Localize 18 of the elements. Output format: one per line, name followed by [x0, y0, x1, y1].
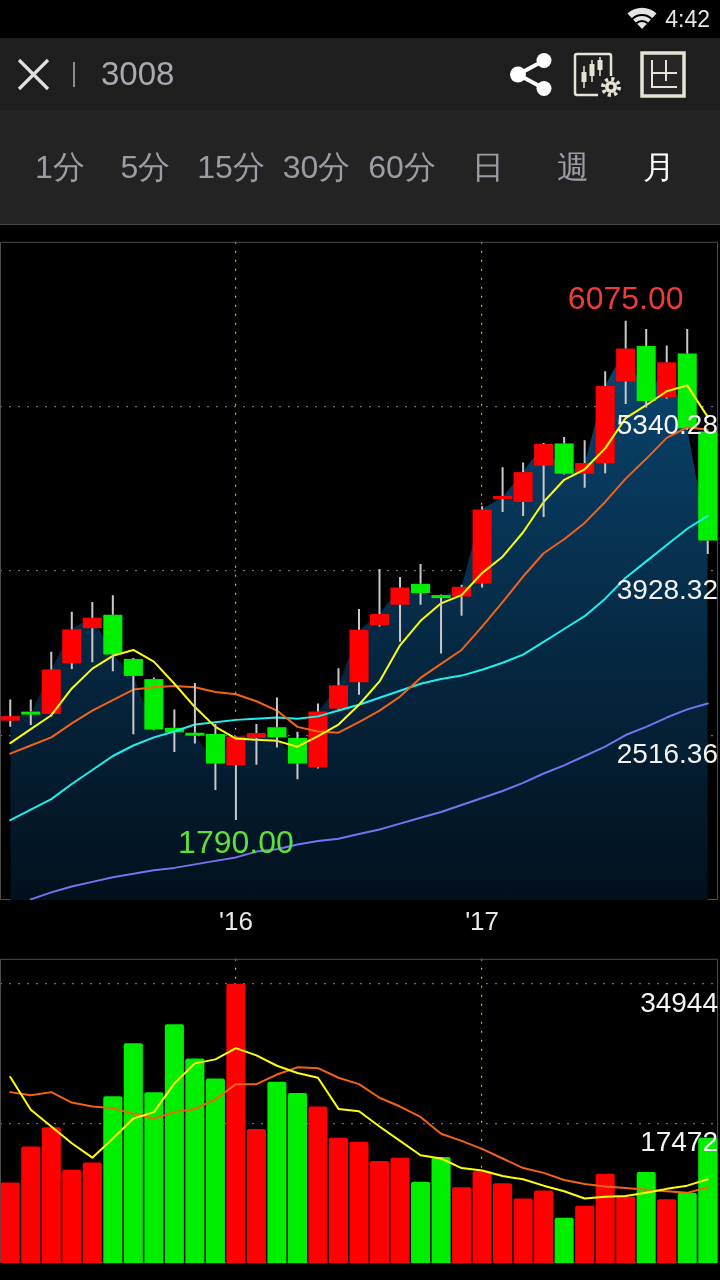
- annotation: 1790.00: [178, 823, 294, 860]
- y-tick-label: 34944: [640, 986, 718, 1018]
- text: 30分: [282, 148, 351, 187]
- text: 日: [471, 148, 504, 187]
- y-tick-label: 2516.36: [616, 738, 718, 770]
- y-tick-label: 3928.32: [616, 573, 718, 605]
- text: 週: [557, 148, 589, 187]
- y-tick-label: 17472: [640, 1126, 718, 1158]
- x-tick-label: '17: [465, 905, 500, 936]
- annotation: 6075.00: [567, 279, 684, 316]
- text: 4:42: [665, 5, 710, 34]
- text: 15分: [197, 148, 265, 187]
- x-tick-label: '16: [218, 905, 253, 936]
- text: 60分: [368, 148, 436, 187]
- text: 1分: [35, 148, 85, 187]
- text: 月: [642, 148, 675, 187]
- text: 5分: [120, 148, 171, 187]
- text: 3008: [101, 55, 175, 93]
